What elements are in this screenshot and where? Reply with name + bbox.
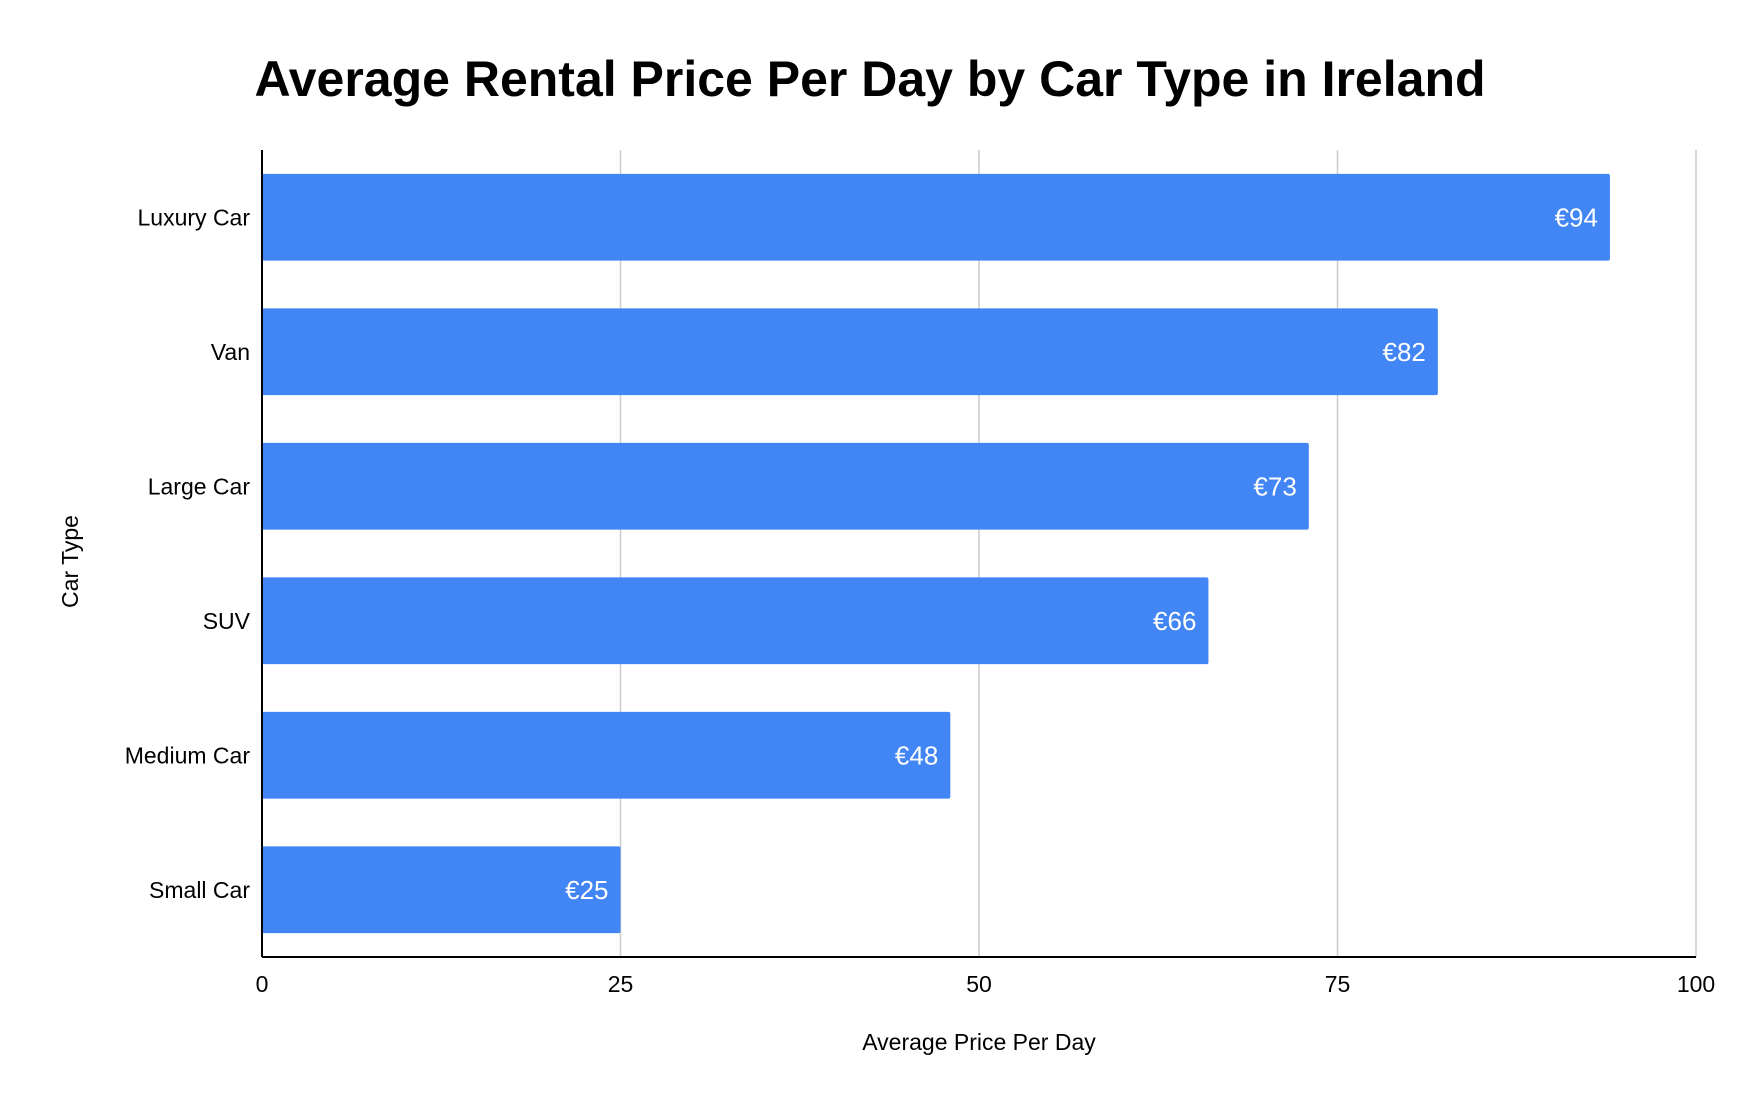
x-tick-label: 75 — [1325, 971, 1351, 997]
bar-data-label: €48 — [895, 740, 938, 770]
bar — [262, 308, 1438, 396]
chart-title: Average Rental Price Per Day by Car Type… — [254, 51, 1486, 107]
x-tick-label: 50 — [966, 971, 992, 997]
x-tick-label: 25 — [608, 971, 634, 997]
y-category-label: Small Car — [149, 877, 250, 903]
bar — [262, 577, 1209, 665]
bar-data-label: €66 — [1153, 606, 1196, 636]
axes — [261, 150, 1696, 958]
bar — [262, 442, 1309, 530]
y-category-label: Van — [211, 339, 250, 365]
bar-data-label: €25 — [565, 875, 608, 905]
bar-data-label: €94 — [1555, 202, 1598, 232]
bar — [262, 173, 1610, 261]
y-category-label: Luxury Car — [138, 204, 251, 230]
bars — [262, 173, 1610, 934]
y-category-label: SUV — [203, 608, 251, 634]
y-category-label: Large Car — [148, 473, 251, 499]
y-category-label: Medium Car — [125, 742, 251, 768]
x-tick-label: 100 — [1677, 971, 1715, 997]
bar-data-label: €73 — [1253, 471, 1296, 501]
x-axis-title: Average Price Per Day — [862, 1029, 1096, 1055]
y-axis-title: Car Type — [57, 515, 83, 608]
x-tick-label: 0 — [256, 971, 269, 997]
bar — [262, 846, 621, 934]
labels: 0 25 50 75 100 Luxury Car €94 Van €82 Large Car €7… — [125, 202, 1715, 997]
bar-data-label: €82 — [1382, 337, 1425, 367]
bar — [262, 711, 951, 799]
grid-lines — [619, 150, 1697, 957]
